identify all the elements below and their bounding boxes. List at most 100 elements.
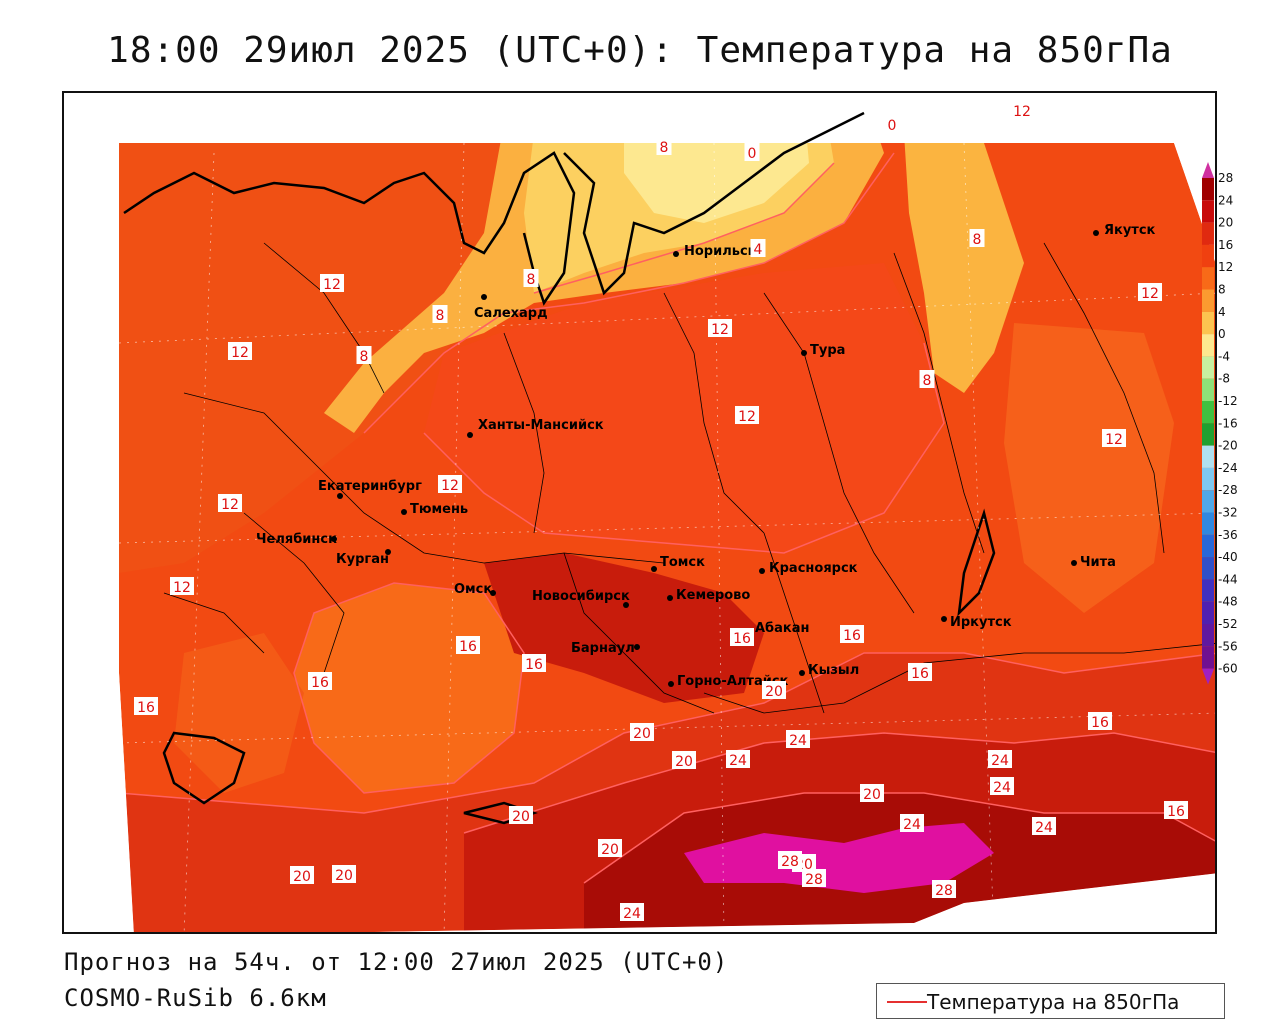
svg-text:Чита: Чита: [1080, 555, 1116, 570]
city-krasnoyarsk[interactable]: Красноярск: [759, 561, 858, 576]
city-irkutsk[interactable]: Иркутск: [941, 615, 1012, 630]
svg-text:Омск: Омск: [454, 582, 492, 597]
color-scale-bottom-arrow: [1202, 668, 1214, 685]
color-scale-tick-label: 28: [1218, 171, 1233, 185]
svg-text:16: 16: [1167, 804, 1185, 820]
svg-text:Салехард: Салехард: [474, 306, 548, 321]
coastlines: [123, 111, 996, 825]
svg-text:20: 20: [335, 868, 353, 884]
color-scale-block: [1202, 423, 1214, 446]
isotherm-label: 0: [884, 115, 900, 134]
city-chelyabinsk[interactable]: Челябинск: [256, 532, 337, 547]
color-scale-tick-label: -60: [1218, 662, 1238, 676]
color-scale-tick-label: 24: [1218, 193, 1233, 207]
isotherm-label: 20: [630, 723, 654, 742]
city-tura[interactable]: Тура: [801, 343, 845, 358]
isotherm-label: 8: [523, 269, 539, 288]
map-area[interactable]: Норильск Якутск Салехард Тура Ханты-Манс…: [62, 91, 1217, 934]
isotherm-labels: 12 8 0 0 8 4 12 8 12 8 8 12 8 12 12 12 12 12 12 16 16 16 16 16 1…: [134, 101, 1188, 922]
field-0: [624, 143, 809, 223]
svg-text:16: 16: [911, 666, 929, 682]
color-scale-tick-label: 16: [1218, 238, 1233, 252]
svg-text:16: 16: [459, 639, 477, 655]
svg-text:16: 16: [733, 631, 751, 647]
isotherm-label: 24: [726, 750, 750, 769]
isotherm-label: 12: [218, 494, 242, 513]
svg-text:12: 12: [221, 497, 239, 513]
isotherm-label: 4: [750, 239, 766, 258]
color-scale-tick-label: -56: [1218, 639, 1238, 653]
color-scale-tick-label: 12: [1218, 260, 1233, 274]
isotherm-label: 24: [786, 730, 810, 749]
city-yekaterinburg[interactable]: Екатеринбург: [318, 479, 422, 499]
color-scale-block: [1202, 356, 1214, 379]
svg-text:8: 8: [527, 272, 536, 288]
isotherm-label: 12: [320, 274, 344, 293]
city-abakan[interactable]: Абакан: [746, 621, 810, 636]
color-scale-block: [1202, 601, 1214, 624]
svg-text:12: 12: [711, 322, 729, 338]
city-omsk[interactable]: Омск: [454, 582, 496, 597]
svg-text:16: 16: [525, 657, 543, 673]
isotherm-label: 12: [170, 577, 194, 596]
city-tomsk[interactable]: Томск: [651, 555, 705, 572]
isotherm-label: 24: [1032, 817, 1056, 836]
isotherm-label: 12: [708, 319, 732, 338]
isotherm-label: 8: [919, 370, 935, 389]
color-scale-tick-label: 8: [1218, 283, 1226, 297]
isotherm-label: 8: [969, 229, 985, 248]
color-scale-top-arrow: [1202, 162, 1214, 178]
city-norilsk[interactable]: Норильск: [673, 244, 757, 259]
city-gorno-altaysk[interactable]: Горно-Алтайск: [668, 674, 789, 689]
svg-text:12: 12: [1013, 104, 1031, 120]
svg-text:Ханты-Мансийск: Ханты-Мансийск: [478, 418, 604, 433]
svg-text:20: 20: [675, 754, 693, 770]
svg-text:24: 24: [789, 733, 807, 749]
color-scale-tick-label: -48: [1218, 595, 1238, 609]
svg-text:Горно-Алтайск: Горно-Алтайск: [677, 674, 789, 689]
svg-text:20: 20: [293, 869, 311, 885]
svg-text:4: 4: [754, 242, 763, 258]
isotherm-label: 24: [620, 903, 644, 922]
city-chita[interactable]: Чита: [1071, 555, 1116, 570]
isotherm-label: 20: [509, 806, 533, 825]
city-kyzyl[interactable]: Кызыл: [799, 663, 859, 678]
svg-text:12: 12: [738, 409, 756, 425]
svg-text:8: 8: [973, 232, 982, 248]
city-barnaul[interactable]: Барнаул: [571, 641, 640, 656]
city-novosibirsk[interactable]: Новосибирск: [532, 589, 630, 608]
isotherm-label: 16: [456, 636, 480, 655]
color-scale-block: [1202, 311, 1214, 335]
isotherm-label: 12: [735, 406, 759, 425]
field-sw-12: [294, 583, 524, 793]
city-salekhard[interactable]: Салехард: [474, 294, 548, 321]
color-scale-block: [1202, 467, 1214, 491]
svg-text:20: 20: [601, 842, 619, 858]
color-scale-tick-label: -4: [1218, 349, 1230, 363]
color-scale-tick-label: -44: [1218, 572, 1238, 586]
color-scale-block: [1202, 267, 1214, 290]
svg-text:8: 8: [360, 349, 369, 365]
city-kemerovo[interactable]: Кемерово: [667, 588, 750, 603]
svg-text:16: 16: [137, 700, 155, 716]
city-yakutsk[interactable]: Якутск: [1093, 223, 1156, 238]
isotherm-label: 16: [308, 672, 332, 691]
svg-text:24: 24: [903, 817, 921, 833]
color-scale-tick-label: -12: [1218, 394, 1238, 408]
city-kurgan[interactable]: Курган: [336, 549, 391, 567]
isotherm-label: 12: [1138, 283, 1162, 302]
forecast-info: Прогноз на 54ч. от 12:00 27июл 2025 (UTC…: [64, 948, 729, 976]
city-khanty-mansiysk[interactable]: Ханты-Мансийск: [467, 418, 604, 438]
isotherm-label: 16: [134, 697, 158, 716]
color-scale-block: [1202, 646, 1214, 669]
color-scale-block: [1202, 624, 1214, 647]
color-scale-block: [1202, 244, 1214, 268]
svg-text:12: 12: [173, 580, 191, 596]
svg-text:12: 12: [323, 277, 341, 293]
city-tyumen[interactable]: Тюмень: [401, 502, 468, 517]
color-scale-block: [1202, 178, 1214, 201]
svg-text:16: 16: [843, 628, 861, 644]
isotherm-label: 24: [988, 750, 1012, 769]
isotherm-label: 16: [522, 654, 546, 673]
color-scale-block: [1202, 378, 1214, 401]
